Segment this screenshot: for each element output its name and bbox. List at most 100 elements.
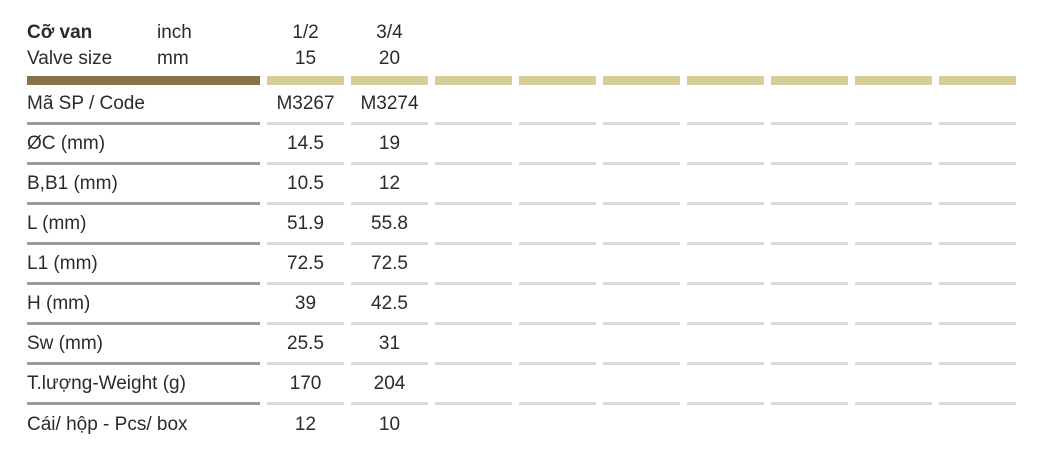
cell-empty <box>855 125 932 165</box>
table-row: L (mm) 51.9 55.8 <box>27 205 1059 245</box>
row-label: Mã SP / Code <box>27 85 260 125</box>
cell-empty <box>771 325 848 365</box>
cell-empty <box>939 285 1016 325</box>
divider-bar-column <box>519 76 596 85</box>
cell-empty <box>435 365 512 405</box>
header-size-col: 1/2 15 <box>267 20 344 76</box>
divider-bar-label <box>27 76 260 85</box>
cell-empty <box>855 205 932 245</box>
divider-bar-column <box>771 76 848 85</box>
cell-empty <box>435 325 512 365</box>
cell-value: 170 <box>267 365 344 405</box>
divider-bar-column <box>351 76 428 85</box>
header-title-en: Valve size <box>27 48 113 69</box>
divider-bar-column <box>687 76 764 85</box>
table-row: H (mm) 39 42.5 <box>27 285 1059 325</box>
cell-empty <box>519 285 596 325</box>
cell-value: 204 <box>351 365 428 405</box>
cell-empty <box>771 365 848 405</box>
cell-empty <box>939 325 1016 365</box>
cell-empty <box>771 405 848 445</box>
cell-empty <box>435 405 512 445</box>
size-mm: 20 <box>378 48 401 69</box>
header-label-cell: Cỡ van Valve size inch mm <box>27 20 260 76</box>
cell-empty <box>855 365 932 405</box>
table-row: Cái/ hộp - Pcs/ box 12 10 <box>27 405 1059 445</box>
row-label: Sw (mm) <box>27 325 260 365</box>
cell-empty <box>855 245 932 285</box>
table-row: ØC (mm) 14.5 19 <box>27 125 1059 165</box>
cell-empty <box>603 245 680 285</box>
cell-empty <box>855 85 932 125</box>
cell-value: 10 <box>378 414 401 435</box>
table-row: Mã SP / Code M3267 M3274 <box>27 85 1059 125</box>
header-size-col-empty <box>435 20 512 76</box>
cell-empty <box>939 245 1016 285</box>
table-row: T.lượng-Weight (g) 170 204 <box>27 365 1059 405</box>
cell-empty <box>519 405 596 445</box>
cell-value: M3274 <box>351 85 428 125</box>
cell-empty <box>687 325 764 365</box>
header-divider <box>27 76 1059 85</box>
cell-empty <box>771 85 848 125</box>
header-size-col-empty <box>603 20 680 76</box>
table-row: B,B1 (mm) 10.5 12 <box>27 165 1059 205</box>
cell-empty <box>435 165 512 205</box>
cell-value: 39 <box>267 285 344 325</box>
cell-empty <box>603 285 680 325</box>
cell-empty <box>771 165 848 205</box>
header-size-col-empty <box>939 20 1016 76</box>
cell-empty <box>855 285 932 325</box>
row-label: Cái/ hộp - Pcs/ box <box>27 414 188 435</box>
cell-value: 55.8 <box>351 205 428 245</box>
cell-empty <box>687 365 764 405</box>
cell-empty <box>519 245 596 285</box>
cell-empty <box>603 405 680 445</box>
row-label: H (mm) <box>27 285 260 325</box>
cell-empty <box>435 285 512 325</box>
header-size-col-empty <box>771 20 848 76</box>
cell-empty <box>939 165 1016 205</box>
cell-value: 12 <box>294 414 317 435</box>
cell-empty <box>603 205 680 245</box>
cell-empty <box>687 85 764 125</box>
cell-empty <box>519 365 596 405</box>
cell-empty <box>519 205 596 245</box>
row-label: L1 (mm) <box>27 245 260 285</box>
cell-value: 25.5 <box>267 325 344 365</box>
divider-bar-column <box>435 76 512 85</box>
cell-value: 51.9 <box>267 205 344 245</box>
row-label: B,B1 (mm) <box>27 165 260 205</box>
cell-empty <box>939 365 1016 405</box>
cell-empty <box>687 405 764 445</box>
size-inch: 3/4 <box>376 22 403 43</box>
cell-empty <box>687 245 764 285</box>
header-units: inch mm <box>157 20 192 76</box>
cell-empty <box>939 85 1016 125</box>
cell-empty <box>435 85 512 125</box>
cell-empty <box>939 205 1016 245</box>
cell-empty <box>855 405 932 445</box>
header-size-col-empty <box>855 20 932 76</box>
cell-value: 31 <box>351 325 428 365</box>
cell-value: 72.5 <box>267 245 344 285</box>
divider-bar-column <box>855 76 932 85</box>
header-unit-mm: mm <box>157 48 189 69</box>
cell-empty <box>771 125 848 165</box>
cell-empty <box>687 165 764 205</box>
cell-empty <box>519 125 596 165</box>
cell-value: 12 <box>351 165 428 205</box>
cell-value: 19 <box>351 125 428 165</box>
header-titles: Cỡ van Valve size <box>27 20 157 76</box>
row-label: T.lượng-Weight (g) <box>27 365 260 405</box>
table-row: L1 (mm) 72.5 72.5 <box>27 245 1059 285</box>
header-size-col: 3/4 20 <box>351 20 428 76</box>
cell-empty <box>603 325 680 365</box>
divider-bar-column <box>603 76 680 85</box>
cell-empty <box>603 165 680 205</box>
cell-empty <box>855 165 932 205</box>
header-size-col-empty <box>687 20 764 76</box>
cell-empty <box>603 125 680 165</box>
cell-empty <box>435 125 512 165</box>
